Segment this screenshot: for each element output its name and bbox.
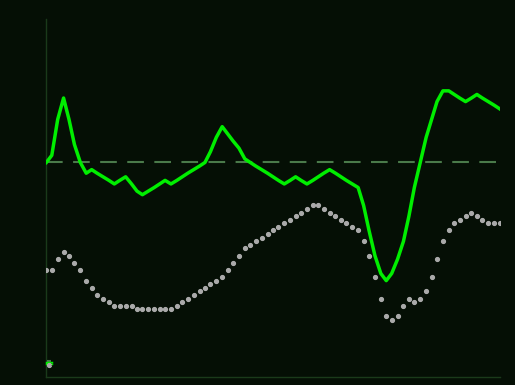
- Legend: 5.25% qualifying rate, 5-yr fixed + 2%, Contract rate: 5.25% qualifying rate, 5-yr fixed + 2%, …: [47, 360, 66, 366]
